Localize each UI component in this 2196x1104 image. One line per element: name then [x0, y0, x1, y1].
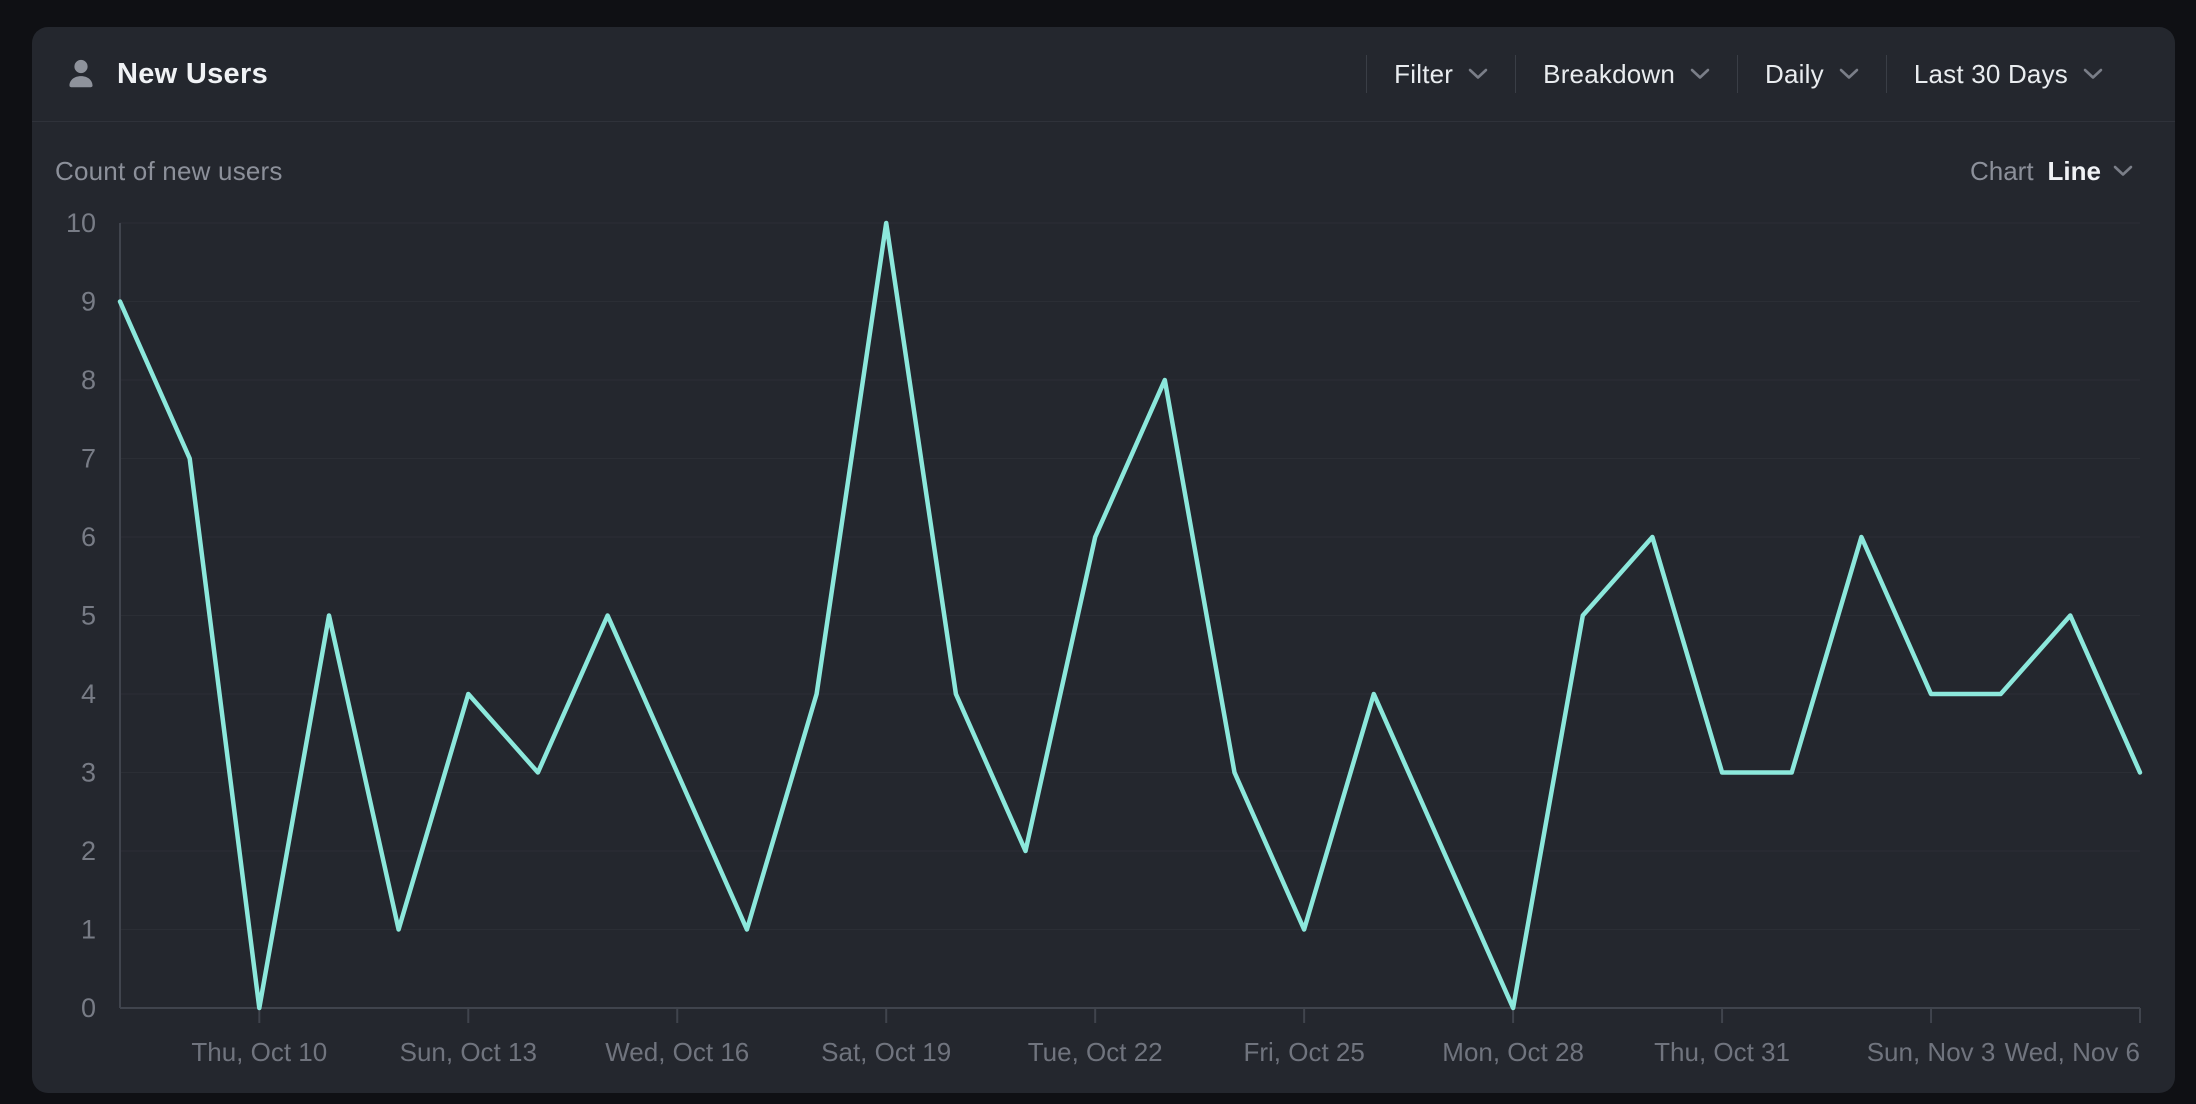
y-axis-label: 7	[81, 444, 96, 474]
x-axis-label: Thu, Oct 31	[1654, 1037, 1790, 1067]
header-controls: Filter Breakdown Daily Last 30 Days	[1366, 44, 2130, 104]
user-icon	[69, 59, 93, 88]
y-axis-label: 4	[81, 679, 96, 709]
y-axis-label: 3	[81, 758, 96, 788]
chart-type-group: Chart Line	[1970, 156, 2133, 187]
control-divider	[1515, 55, 1517, 93]
breakdown-dropdown[interactable]: Breakdown	[1516, 44, 1737, 104]
page-title: New Users	[117, 57, 268, 90]
y-axis-label: 6	[81, 522, 96, 552]
chart-meta-row: Count of new users Chart Line	[32, 122, 2175, 220]
y-axis-label: 10	[66, 208, 96, 238]
chevron-down-icon	[1690, 68, 1710, 79]
filter-label: Filter	[1394, 58, 1454, 89]
y-axis-label: 1	[81, 915, 96, 945]
x-axis-label: Thu, Oct 10	[191, 1037, 327, 1067]
control-divider	[1366, 55, 1368, 93]
widget-header: New Users Filter Breakdown Daily Last 30 Da…	[32, 27, 2175, 122]
y-axis-label: 5	[81, 601, 96, 631]
x-axis-label: Tue, Oct 22	[1028, 1037, 1163, 1067]
series-line	[117, 220, 2143, 1011]
interval-dropdown[interactable]: Daily	[1738, 44, 1886, 104]
y-axis-label: 2	[81, 836, 96, 866]
x-axis-label: Fri, Oct 25	[1243, 1037, 1364, 1067]
x-axis-label: Sun, Oct 13	[400, 1037, 537, 1067]
x-axis-label: Wed, Nov 6	[2005, 1037, 2140, 1067]
chart-type-value: Line	[2047, 155, 2101, 186]
y-axis-label: 8	[81, 365, 96, 395]
control-divider	[1885, 55, 1887, 93]
breakdown-label: Breakdown	[1543, 58, 1676, 89]
new-users-widget: New Users Filter Breakdown Daily Last 30 Da…	[32, 27, 2175, 1093]
line-chart: 0 1 2 3 4 5 6 7 8 9 10 Thu, Oct 10 Sun, Oct 13 Wed, O…	[66, 208, 2143, 1067]
date-range-label: Last 30 Days	[1913, 58, 2068, 89]
chevron-down-icon	[2083, 68, 2103, 79]
chevron-down-icon	[1839, 68, 1859, 79]
chevron-down-icon	[2113, 165, 2133, 176]
chevron-down-icon	[1468, 68, 1488, 79]
metric-label: Count of new users	[55, 155, 283, 186]
x-axis-label: Wed, Oct 16	[605, 1037, 749, 1067]
chart-type-caption: Chart	[1969, 155, 2034, 186]
y-axis-label: 0	[81, 993, 96, 1023]
x-axis-label: Sat, Oct 19	[821, 1037, 951, 1067]
x-axis-label: Mon, Oct 28	[1442, 1037, 1584, 1067]
filter-dropdown[interactable]: Filter	[1367, 44, 1515, 104]
date-range-dropdown[interactable]: Last 30 Days	[1887, 44, 2130, 104]
control-divider	[1737, 55, 1739, 93]
title-group: New Users	[63, 56, 268, 92]
interval-label: Daily	[1765, 58, 1824, 89]
y-axis-label: 9	[81, 287, 96, 317]
x-axis-label: Sun, Nov 3	[1867, 1037, 1996, 1067]
chart-type-dropdown[interactable]: Line	[2048, 156, 2133, 187]
